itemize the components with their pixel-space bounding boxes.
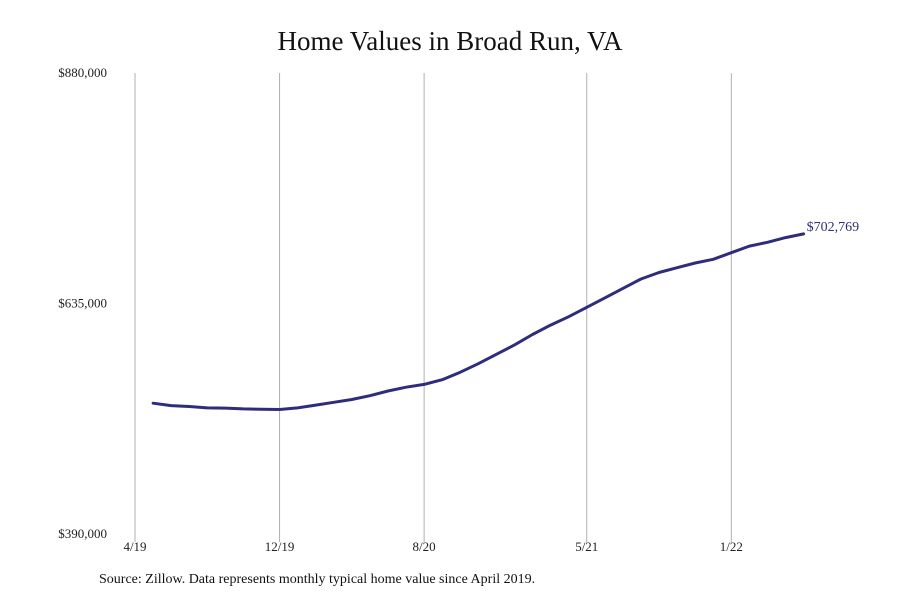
labels: $702,769 <box>807 220 860 235</box>
source-note: Source: Zillow. Data represents monthly … <box>99 572 536 587</box>
gridlines <box>134 73 732 542</box>
x-tick-label: 8/20 <box>413 539 436 554</box>
y-tick-label: $880,000 <box>58 65 107 80</box>
chart-title: Home Values in Broad Run, VA <box>277 26 623 56</box>
axes: 4/19 12/19 8/20 5/21 1/22 $390,000 $635,000 $88… <box>58 65 743 554</box>
x-tick-label: 1/22 <box>720 539 743 554</box>
x-tick-label: 5/21 <box>575 539 598 554</box>
series <box>151 232 806 411</box>
end-value-label: $702,769 <box>807 220 860 235</box>
x-tick-label: 12/19 <box>265 539 295 554</box>
y-tick-label: $635,000 <box>58 296 107 311</box>
series-line <box>151 232 806 411</box>
x-tick-label: 4/19 <box>123 539 146 554</box>
y-tick-label: $390,000 <box>58 526 107 541</box>
